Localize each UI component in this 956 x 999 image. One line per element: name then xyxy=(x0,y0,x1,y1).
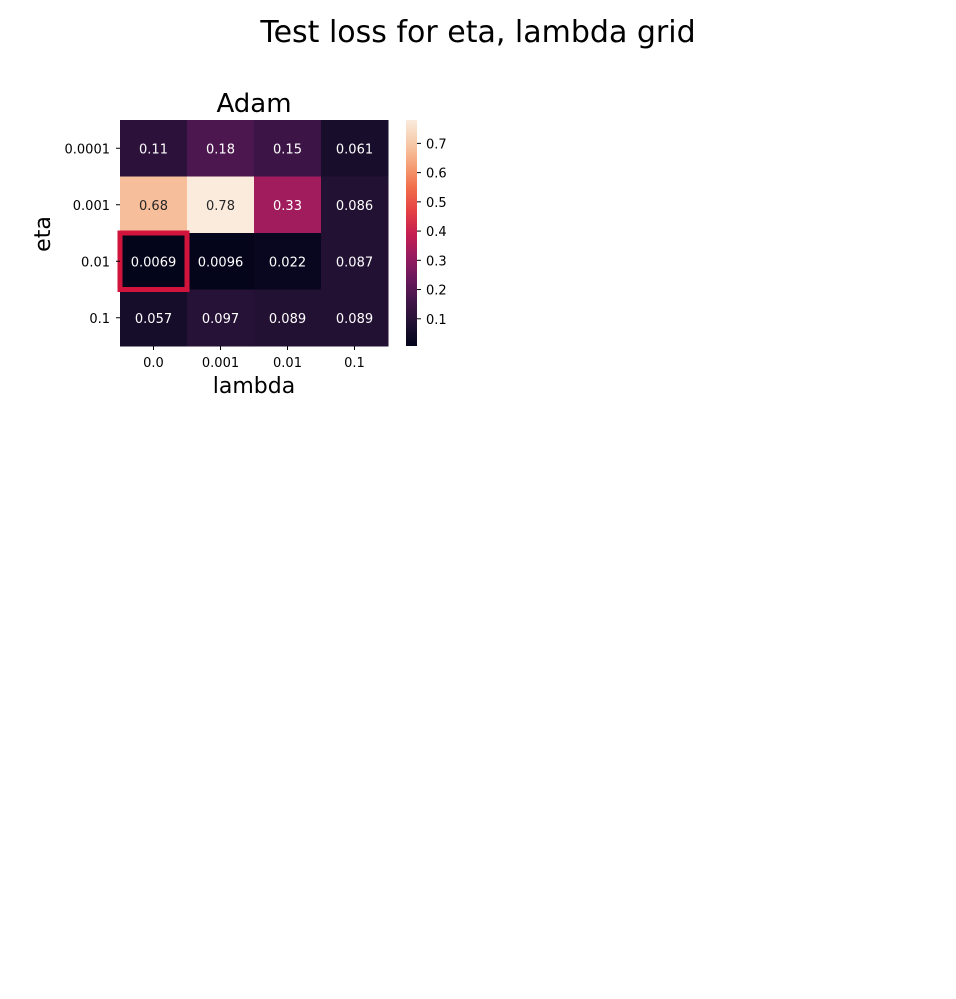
colorbar-tick-label: 0.1 xyxy=(426,313,447,328)
heatmap-cell xyxy=(321,176,389,234)
heatmap-cell xyxy=(187,233,255,290)
heatmap-cell xyxy=(120,120,188,177)
cell-value-label: 0.78 xyxy=(206,199,235,214)
x-axis-label: lambda xyxy=(213,374,295,399)
cell-value-label: 0.15 xyxy=(273,142,302,157)
cell-value-label: 0.022 xyxy=(269,255,306,270)
cell-value-label: 0.087 xyxy=(336,255,373,270)
heatmap-cell xyxy=(187,120,255,177)
heatmap-cell xyxy=(321,289,389,347)
y-tick-label: 0.01 xyxy=(81,255,110,270)
cell-value-label: 0.33 xyxy=(273,199,302,214)
heatmap-cell xyxy=(120,289,188,347)
heatmap-cell xyxy=(321,233,389,290)
x-tick-label: 0.1 xyxy=(344,356,365,371)
cell-value-label: 0.057 xyxy=(135,312,172,327)
cell-value-label: 0.089 xyxy=(269,312,306,327)
chart-title: Adam xyxy=(216,89,291,119)
heatmap-cell xyxy=(120,176,188,234)
cell-value-label: 0.0096 xyxy=(198,255,244,270)
colorbar-tick-label: 0.4 xyxy=(426,225,447,240)
y-tick-label: 0.0001 xyxy=(65,142,111,157)
x-axis-ticks: 0.0 0.001 0.01 0.1 xyxy=(143,346,365,371)
heatmap-cell xyxy=(187,176,255,234)
cell-value-label: 0.086 xyxy=(336,199,373,214)
y-tick-label: 0.1 xyxy=(89,312,110,327)
x-tick-label: 0.01 xyxy=(273,356,302,371)
colorbar-tick-label: 0.2 xyxy=(426,284,447,299)
cell-value-label: 0.0069 xyxy=(131,255,177,270)
x-tick-label: 0.0 xyxy=(143,356,164,371)
heatmap-cell xyxy=(120,233,188,290)
colorbar-tick-label: 0.5 xyxy=(426,196,447,211)
colorbar xyxy=(406,120,417,346)
colorbar-tick-label: 0.3 xyxy=(426,254,447,269)
heatmap-cell xyxy=(321,120,389,177)
cell-value-label: 0.089 xyxy=(336,312,373,327)
heatmap-cell xyxy=(187,289,255,347)
cell-value-label: 0.18 xyxy=(206,142,235,157)
cell-value-label: 0.11 xyxy=(139,142,168,157)
heatmap-grid xyxy=(120,120,389,347)
x-tick-label: 0.001 xyxy=(202,356,239,371)
cell-value-label: 0.061 xyxy=(336,142,373,157)
heatmap-cell-labels: 0.11 0.18 0.15 0.061 0.68 0.78 0.33 0.086 0.0069… xyxy=(131,142,373,327)
y-tick-label: 0.001 xyxy=(73,199,110,214)
y-axis-ticks: 0.0001 0.001 0.01 0.1 xyxy=(65,142,120,327)
colorbar-tick-label: 0.6 xyxy=(426,167,447,182)
cell-value-label: 0.68 xyxy=(139,199,168,214)
heatmap-cell xyxy=(254,233,322,290)
cell-value-label: 0.097 xyxy=(202,312,239,327)
heatmap-cell xyxy=(254,120,322,177)
heatmap-cell xyxy=(254,289,322,347)
colorbar-ticks: 0.1 0.2 0.3 0.4 0.5 0.6 0.7 xyxy=(417,137,447,328)
colorbar-tick-label: 0.7 xyxy=(426,137,447,152)
heatmap-cell xyxy=(254,176,322,234)
y-axis-label: eta xyxy=(31,216,56,252)
figure-suptitle: Test loss for eta, lambda grid xyxy=(259,15,695,50)
